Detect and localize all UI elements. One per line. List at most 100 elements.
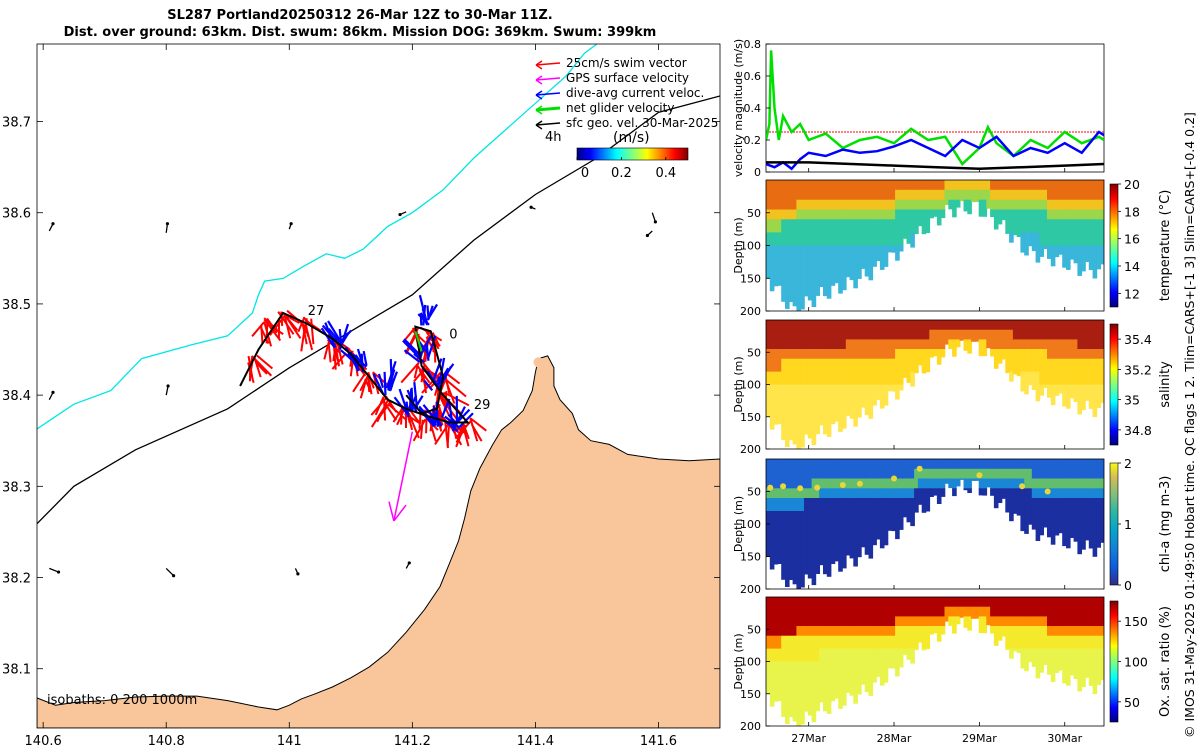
velocity-series-line [766,130,1104,171]
section-cell [807,563,813,579]
section-cell [993,219,999,230]
section-cell [971,478,976,481]
section-cell [963,189,969,201]
section-cell [823,488,828,499]
section-cell [769,626,775,637]
section-cell [883,680,889,683]
section-cell [1081,648,1086,662]
section-cell [1024,468,1029,480]
swim-vector [256,362,268,375]
section-cell [959,199,965,202]
dive-avg-current-vector [362,350,368,366]
section-cell [800,606,805,617]
section-cell [819,606,824,617]
section-cell [1062,478,1067,489]
section-cell [986,329,991,340]
section-cell [1050,265,1056,267]
section-cell [804,511,809,525]
section-cell [823,329,828,340]
section-cell [1088,626,1094,637]
section-cell [1069,329,1075,340]
section-cell [1073,648,1079,662]
section-cell [971,189,976,201]
section-cell [811,616,817,627]
section-cell [853,488,858,499]
swim-vector [445,372,461,385]
section-cell [849,661,855,682]
section-cell [1012,468,1018,480]
section-cell [1054,597,1060,608]
section-cell [800,488,805,499]
section-cell [842,358,847,373]
section-cell [766,635,771,650]
section-cell [811,563,817,586]
section-cell [853,329,858,340]
section-cell [849,680,855,696]
section-cell [830,543,836,564]
legend-arrowhead [535,105,543,111]
section-y-tick-label: 50 [747,346,761,359]
section-cell [1028,648,1033,662]
section-cell [860,478,866,489]
section-cell [807,189,813,201]
section-cell [906,606,912,617]
section-cell [895,648,900,662]
section-cell [887,478,893,489]
section-cell [830,284,836,286]
section-cell [1096,403,1101,408]
section-cell [788,349,794,360]
section-cell [864,648,870,662]
section-cell [952,320,957,331]
section-cell [1058,384,1063,394]
section-cell [898,648,904,662]
section-cell [940,329,946,340]
section-cell [993,488,999,499]
section-cell [1050,478,1056,489]
section-cell [868,358,874,373]
section-cell [815,209,820,220]
dive-avg-current-vector [377,373,385,388]
section-cell [872,635,877,650]
section-cell [857,209,862,220]
section-cell [1047,384,1052,398]
section-cell [868,616,874,627]
section-cell [815,626,820,637]
section-cell [1088,597,1094,608]
section-cell [963,180,969,191]
section-cell [925,478,931,489]
section-cell [842,232,847,246]
section-cell [883,626,889,637]
section-cell [963,199,969,210]
section-cell [993,180,999,191]
section-cell [971,468,976,480]
section-cell [769,700,775,707]
section-cell [974,189,980,201]
swim-vector [419,419,424,439]
section-cell [1081,371,1086,385]
section-cell [1100,320,1104,331]
section-cell [1012,606,1018,617]
section-cell [1012,478,1018,489]
section-cell [834,524,839,544]
section-cell [800,478,805,489]
section-cell [815,478,820,489]
section-cell [1058,635,1063,650]
section-cell [940,339,946,350]
section-cell [891,232,896,246]
section-cell [1069,468,1075,480]
section-cell [849,524,855,544]
section-cell [860,219,866,233]
section-cell [845,606,851,617]
section-cell [838,498,843,512]
section-cell [1043,349,1048,360]
section-cell [1092,680,1098,695]
section-cell [872,219,877,233]
section-cell [826,524,832,544]
section-cell [1028,597,1033,608]
section-cell [1100,478,1104,489]
section-cell [800,199,805,210]
velocity-panel: 00.20.40.60.8 velocity magnitude (m/s) [732,38,1105,179]
section-cell [1066,329,1071,340]
copyright-credit: © IMOS 31-May-2025 01:49:50 Hobart time.… [1182,112,1197,738]
